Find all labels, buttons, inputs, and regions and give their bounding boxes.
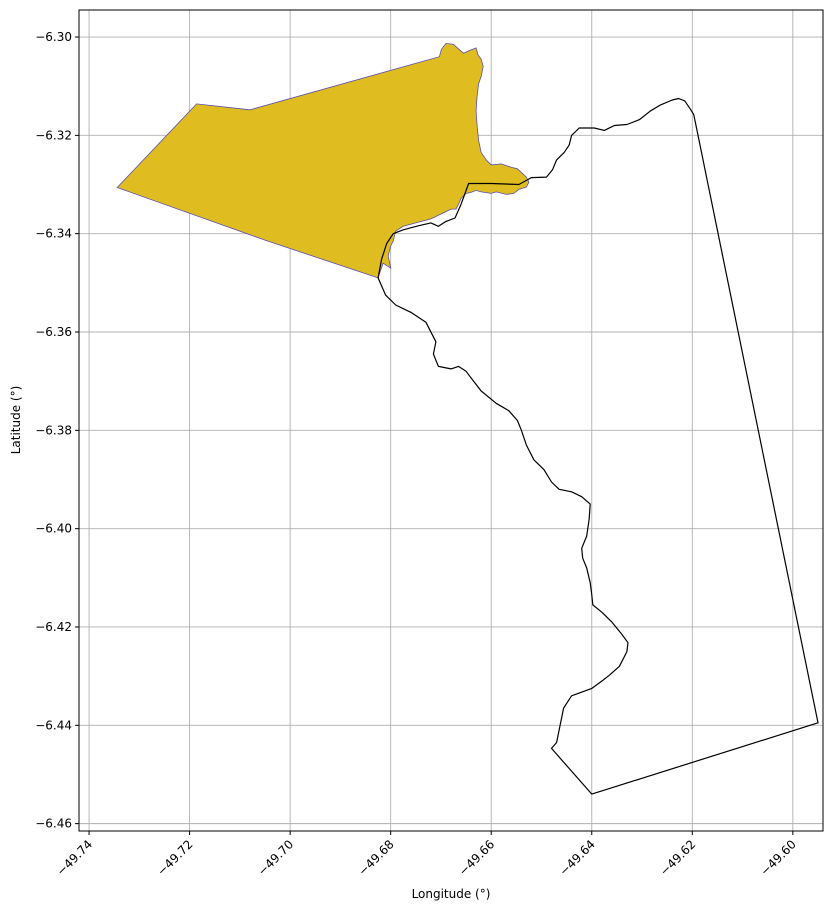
y-tick-label: −6.30: [35, 30, 72, 44]
y-tick-label: −6.36: [35, 325, 72, 339]
boundary-outline: [377, 97, 819, 795]
y-tick-label: −6.38: [35, 423, 72, 437]
y-tick-label: −6.34: [35, 227, 72, 241]
y-tick-label: −6.40: [35, 522, 72, 536]
y-tick-label: −6.42: [35, 620, 72, 634]
axes-frame: [78, 9, 824, 832]
y-tick-label: −6.44: [35, 718, 72, 732]
y-tick-label: −6.46: [35, 817, 72, 831]
y-axis-label: Latitude (°): [9, 386, 23, 455]
y-tick-labels: −6.30 −6.32 −6.34 −6.36 −6.38 −6.40 −6.42 −6.44…: [35, 30, 72, 831]
x-axis-label: Longitude (°): [412, 887, 491, 901]
map-layers: [116, 42, 819, 795]
y-tick-label: −6.32: [35, 128, 72, 142]
filled-region-polygon: [116, 42, 530, 279]
tick-marks: [75, 36, 794, 835]
